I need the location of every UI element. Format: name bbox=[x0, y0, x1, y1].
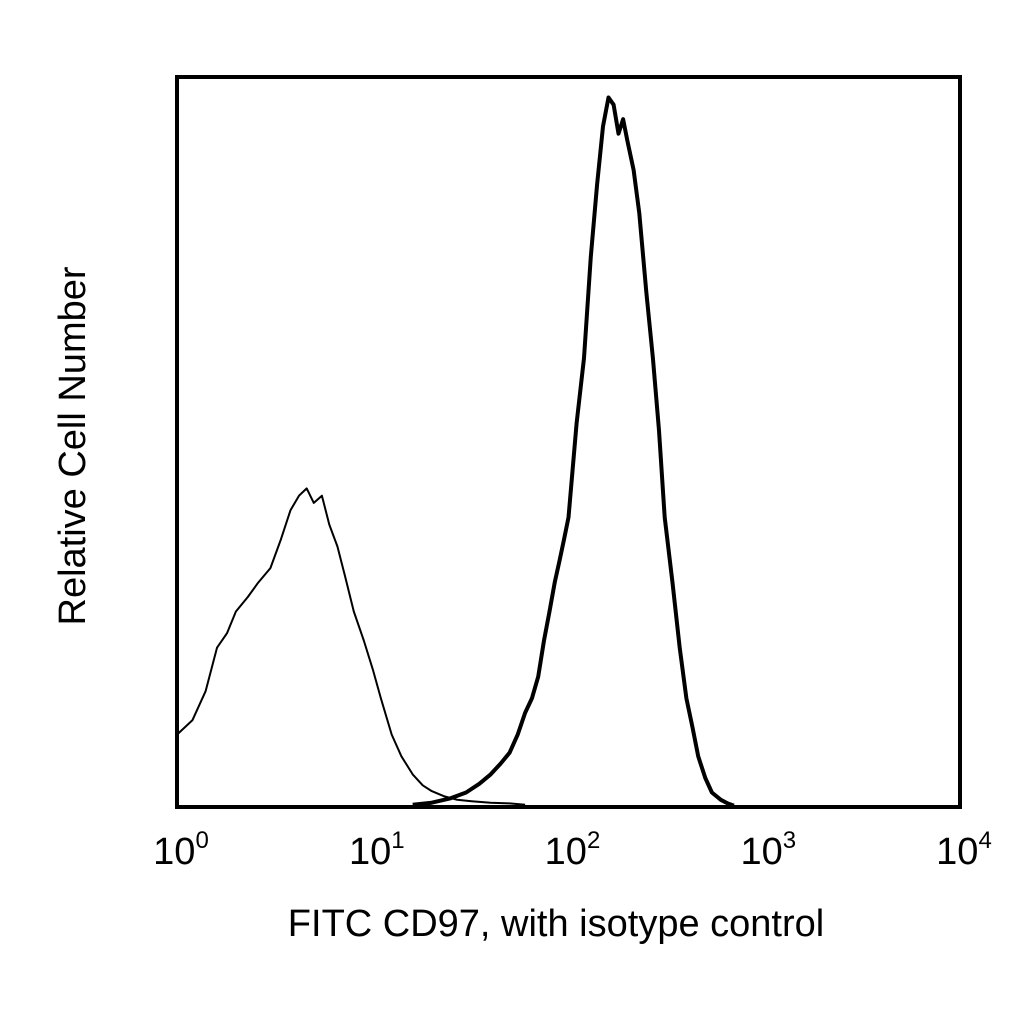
series-line-2 bbox=[412, 95, 735, 808]
x-tick-label-2: 102 bbox=[545, 827, 601, 873]
x-tick-labels: 100 101 102 103 104 bbox=[153, 827, 992, 873]
x-tick-label-0: 100 bbox=[153, 827, 209, 873]
plot-frame bbox=[175, 75, 962, 809]
x-axis-title: FITC CD97, with isotype control bbox=[288, 903, 824, 945]
x-tick-label-4: 104 bbox=[936, 827, 992, 873]
series-layer bbox=[176, 95, 735, 808]
x-tick-label-1: 101 bbox=[349, 827, 405, 873]
y-axis-title: Relative Cell Number bbox=[52, 266, 94, 625]
x-tick-label-3: 103 bbox=[740, 827, 796, 873]
series-line-1 bbox=[176, 487, 526, 806]
